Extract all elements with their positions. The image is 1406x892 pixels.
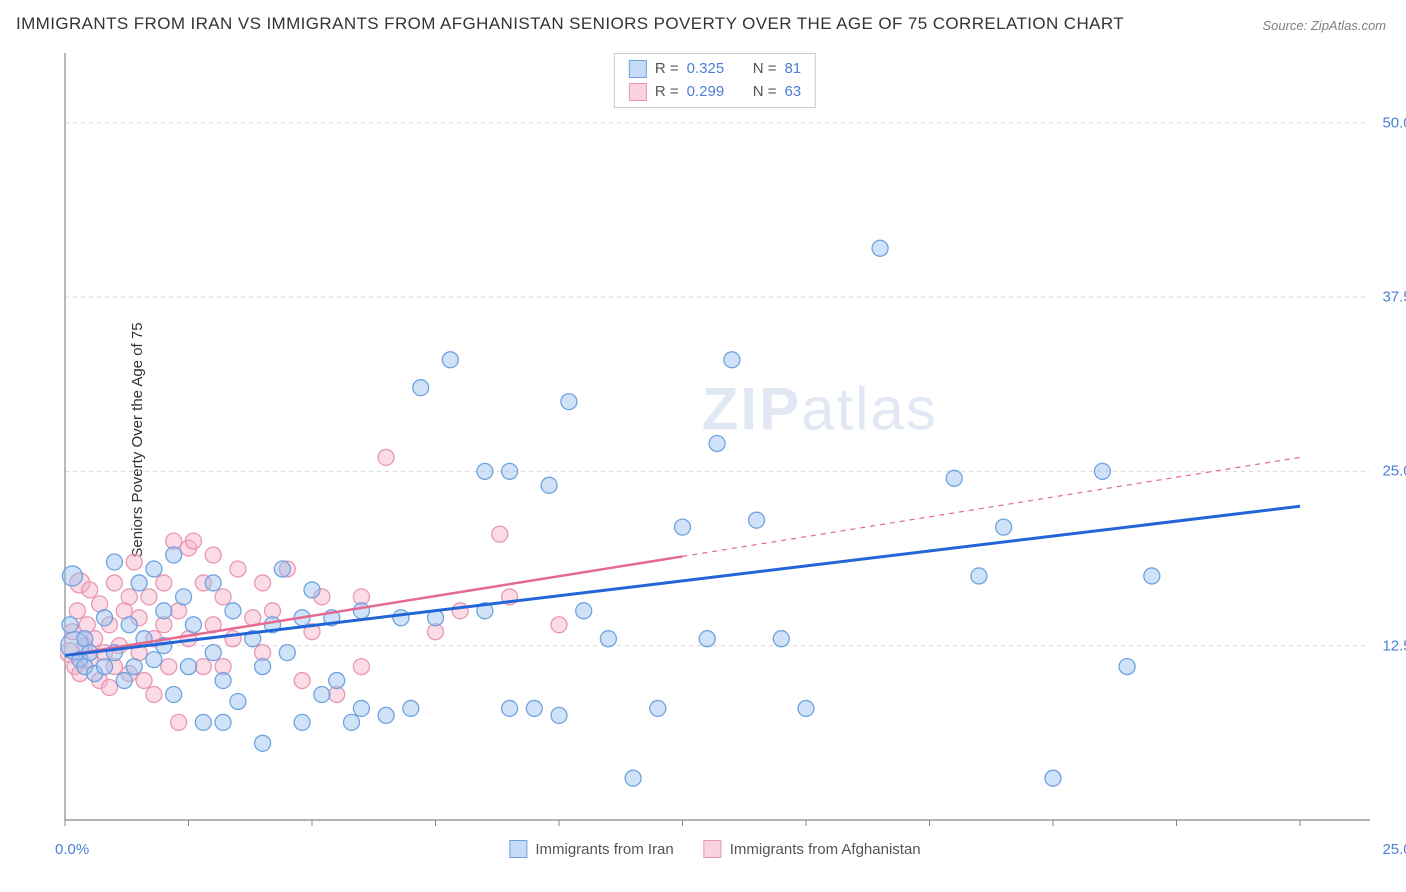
y-tick-label: 12.5% bbox=[1382, 637, 1406, 654]
chart-title: IMMIGRANTS FROM IRAN VS IMMIGRANTS FROM … bbox=[16, 14, 1124, 34]
correlation-legend: R = 0.325 N = 81 R = 0.299 N = 63 bbox=[614, 53, 816, 108]
legend-label: Immigrants from Iran bbox=[535, 841, 673, 858]
legend-item: Immigrants from Afghanistan bbox=[704, 840, 921, 858]
source-attribution: Source: ZipAtlas.com bbox=[1262, 18, 1386, 33]
stat-r-value: 0.299 bbox=[687, 81, 725, 104]
stat-r-label: R = bbox=[655, 58, 679, 81]
chart-area: Seniors Poverty Over the Age of 75 ZIPat… bbox=[60, 50, 1370, 830]
legend-swatch bbox=[629, 60, 647, 78]
legend-label: Immigrants from Afghanistan bbox=[730, 841, 921, 858]
y-tick-label: 50.0% bbox=[1382, 114, 1406, 131]
x-tick-label: 0.0% bbox=[55, 841, 89, 858]
legend-swatch bbox=[704, 840, 722, 858]
stat-r-label: R = bbox=[655, 81, 679, 104]
scatter-plot bbox=[60, 50, 1370, 830]
x-axis-legend: Immigrants from Iran Immigrants from Afgh… bbox=[509, 840, 920, 858]
stat-r-value: 0.325 bbox=[687, 58, 725, 81]
stat-legend-row: R = 0.325 N = 81 bbox=[629, 58, 801, 81]
stat-legend-row: R = 0.299 N = 63 bbox=[629, 81, 801, 104]
legend-swatch bbox=[629, 83, 647, 101]
x-tick-label: 25.0% bbox=[1382, 841, 1406, 858]
legend-item: Immigrants from Iran bbox=[509, 840, 673, 858]
stat-n-label: N = bbox=[753, 58, 777, 81]
y-tick-label: 25.0% bbox=[1382, 463, 1406, 480]
stat-n-value: 63 bbox=[784, 81, 801, 104]
stat-n-value: 81 bbox=[784, 58, 801, 81]
legend-swatch bbox=[509, 840, 527, 858]
y-tick-label: 37.5% bbox=[1382, 289, 1406, 306]
stat-n-label: N = bbox=[753, 81, 777, 104]
